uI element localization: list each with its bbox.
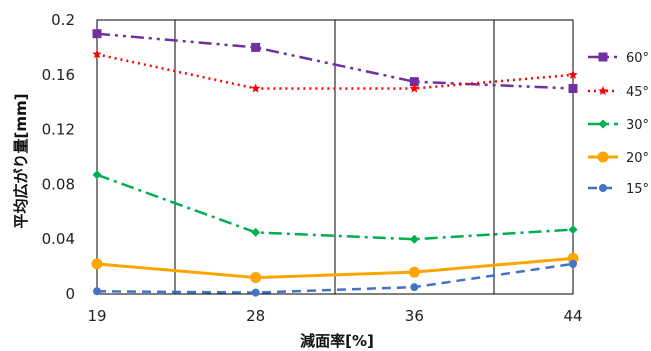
data-point [568, 84, 578, 93]
series-line [96, 32, 574, 90]
axes [96, 19, 574, 295]
series-line [96, 53, 574, 90]
legend: 60° 45° 30° 20° 15° [588, 51, 649, 197]
legend-item: 60° [588, 51, 649, 66]
x-axis-label: 減面率[%] [300, 332, 374, 350]
data-point [250, 83, 261, 93]
data-point [250, 272, 262, 284]
x-tick-label: 28 [246, 307, 265, 325]
y-tick-label: 0.16 [42, 66, 75, 84]
y-tick-label: 0.2 [51, 11, 75, 29]
series-line [96, 256, 574, 280]
data-point [92, 170, 102, 180]
legend-marker [598, 52, 608, 62]
y-tick-label: 0.12 [42, 121, 75, 139]
legend-marker [597, 151, 609, 163]
legend-item: 30° [588, 118, 649, 133]
y-tick-label: 0 [65, 285, 75, 303]
data-point [92, 29, 102, 39]
data-point [251, 42, 261, 52]
plot-frame [96, 19, 574, 295]
data-point [568, 225, 578, 235]
legend-label: 15° [626, 182, 649, 197]
data-point [408, 266, 420, 278]
data-point [409, 234, 419, 244]
legend-item: 20° [588, 151, 649, 166]
data-point [409, 83, 420, 93]
data-point [568, 69, 578, 79]
data-point [251, 227, 261, 237]
legend-item: 45° [588, 85, 649, 100]
x-tick-label: 36 [405, 307, 424, 325]
grid-lines [174, 20, 495, 294]
series-2 [92, 170, 578, 244]
data-point [93, 287, 101, 296]
legend-label: 60° [626, 51, 649, 66]
legend-item: 15° [588, 182, 649, 197]
y-tick-label: 0.04 [42, 230, 75, 248]
legend-marker [599, 184, 607, 192]
series-1 [92, 49, 578, 93]
legend-label: 30° [626, 118, 649, 133]
data-point [410, 283, 419, 292]
x-tick-labels: 19 28 36 44 [87, 307, 582, 325]
data-point [91, 258, 103, 270]
data-point [409, 77, 419, 87]
legend-label: 20° [626, 151, 649, 166]
legend-marker [598, 119, 608, 129]
y-tick-labels: 0 0.04 0.08 0.12 0.16 0.2 [42, 11, 75, 303]
series-line [96, 262, 574, 294]
x-tick-label: 19 [87, 307, 106, 325]
x-tick-label: 44 [563, 307, 582, 325]
series-line [96, 173, 574, 241]
series-4 [93, 259, 577, 297]
legend-marker [598, 86, 608, 96]
series-0 [92, 29, 578, 93]
legend-label: 45° [626, 85, 649, 100]
data-point [251, 288, 260, 297]
data-point [92, 49, 102, 59]
data-point [569, 259, 577, 268]
y-tick-label: 0.08 [42, 175, 75, 193]
series-group [91, 29, 579, 297]
y-axis-label: 平均広がり量[mm] [12, 94, 30, 229]
